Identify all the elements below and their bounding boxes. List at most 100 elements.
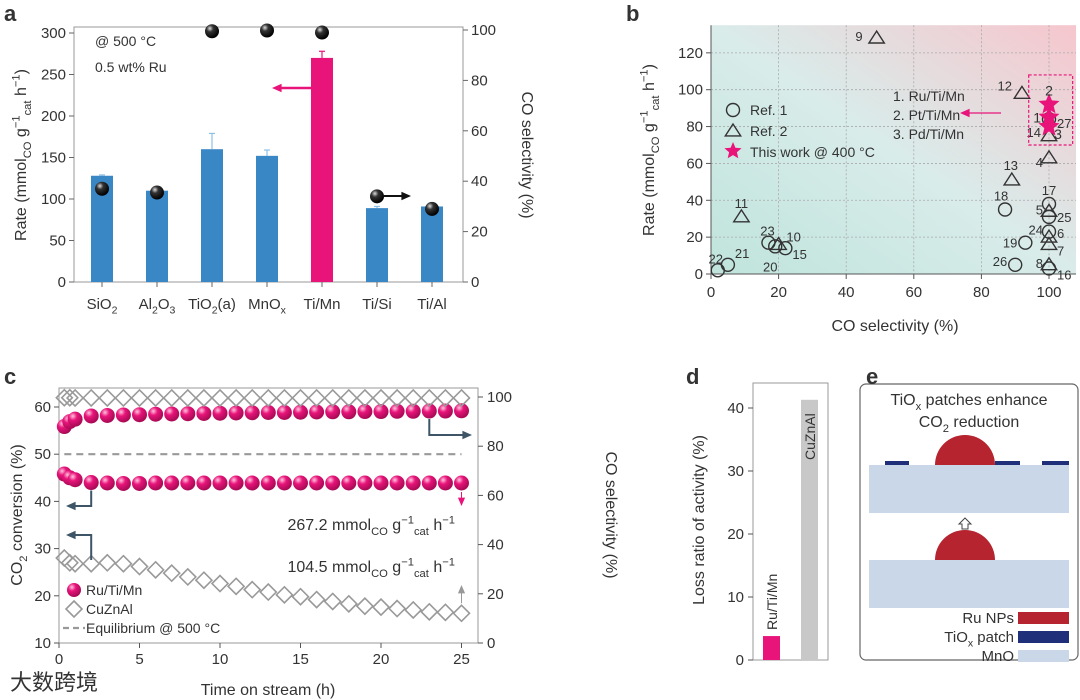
cuznal-selectivity-point bbox=[275, 388, 294, 408]
ruti-mn-selectivity-point bbox=[389, 403, 405, 419]
highlight-box bbox=[1028, 74, 1074, 146]
legend-ruti-mn: Ru/Ti/Mn bbox=[86, 582, 142, 598]
cuznal-selectivity-point bbox=[355, 388, 375, 408]
arrow-head bbox=[462, 430, 472, 440]
watermark: 大数跨境 bbox=[10, 670, 98, 695]
cuznal-conversion-point bbox=[162, 564, 181, 583]
cuznal-selectivity-point bbox=[259, 388, 278, 408]
triangle-marker-ref2 bbox=[1040, 149, 1058, 164]
point-label: 16 bbox=[1057, 267, 1071, 282]
schematic-title-line1: TiOx patches enhance bbox=[890, 392, 1047, 413]
point-label: 5 bbox=[1036, 202, 1043, 217]
panel-letter-e: e bbox=[866, 364, 878, 389]
circle-marker-ref1 bbox=[997, 202, 1013, 217]
cuznal-conversion-point bbox=[404, 600, 423, 620]
cuznal-selectivity-point bbox=[114, 388, 133, 408]
selectivity-point bbox=[150, 185, 164, 200]
triangle-marker-ref2 bbox=[1040, 203, 1058, 217]
ruti-mn-selectivity-point bbox=[132, 407, 147, 423]
legend-ref2: Ref. 2 bbox=[750, 123, 788, 139]
ruti-mn-conversion-point bbox=[341, 475, 357, 491]
y-tick-label: 200 bbox=[41, 108, 66, 125]
cuznal-conversion-point bbox=[355, 597, 375, 616]
x-tick-label: 100 bbox=[1036, 284, 1061, 301]
bar-label-cuznal: CuZnAl bbox=[802, 413, 818, 460]
ruti-mn-selectivity-point bbox=[293, 404, 308, 420]
cuznal-conversion-point bbox=[387, 599, 407, 618]
legend-star-icon bbox=[724, 142, 742, 159]
cuznal-selectivity-point bbox=[452, 388, 471, 408]
circle-marker-ref1 bbox=[768, 239, 783, 254]
point-label: 27 bbox=[1057, 116, 1071, 131]
plot-frame bbox=[58, 387, 479, 644]
ruti-mn-selectivity-point bbox=[228, 405, 244, 421]
ruti-mn-selectivity-point bbox=[148, 406, 164, 422]
circle-marker-ref1 bbox=[720, 257, 736, 272]
y-tick-label: 80 bbox=[686, 119, 703, 136]
ruti-mn-selectivity-point bbox=[454, 403, 469, 419]
point-label: 23 bbox=[760, 224, 774, 239]
cuznal-selectivity-point bbox=[82, 388, 101, 408]
ruti-mn-selectivity-point bbox=[341, 404, 357, 420]
y-tick-label: 0 bbox=[736, 652, 744, 669]
condition-temperature: @ 500 °C bbox=[95, 33, 156, 49]
ruti-mn-conversion-point bbox=[260, 475, 276, 491]
star-label: 2 bbox=[1045, 83, 1053, 99]
x-axis-label: Time on stream (h) bbox=[201, 682, 336, 699]
ruti-mn-conversion-point bbox=[309, 475, 325, 491]
ruti-mn-conversion-point bbox=[357, 475, 373, 491]
x-tick-label: 20 bbox=[770, 284, 787, 301]
selectivity-axis-arrow bbox=[428, 419, 465, 436]
panel-letter-c: c bbox=[4, 364, 16, 389]
mno-support-bottom bbox=[869, 560, 1069, 608]
y-tick-label: 0 bbox=[695, 266, 703, 283]
ruti-mn-conversion-point bbox=[244, 475, 260, 491]
x-tick-label: 25 bbox=[453, 651, 470, 668]
y-tick-label: 20 bbox=[34, 588, 51, 605]
this-work-legend-item: 1. Ru/Ti/Mn bbox=[893, 88, 965, 104]
cuznal-selectivity-point bbox=[404, 388, 423, 408]
y-tick-label: 120 bbox=[678, 45, 703, 62]
y-right-tick-label: 20 bbox=[471, 224, 488, 241]
cuznal-selectivity-point bbox=[210, 388, 230, 408]
cuznal-conversion-point bbox=[436, 603, 455, 622]
panel-c-stability-chart: 0 5 10 15 20 25 10 20 30 40 50 60 0 20 40 60 80 100 267.2 … bbox=[9, 387, 619, 699]
circle-marker-ref1 bbox=[1041, 261, 1057, 276]
y-right-tick-label: 100 bbox=[471, 22, 496, 39]
ruti-mn-conversion-point bbox=[196, 475, 212, 491]
panel-d-loss-ratio-bar-chart: 0 10 20 30 40 Ru/Ti/Mn CuZnAl Loss ratio of act… bbox=[691, 382, 829, 669]
y-axis-label: CO2 conversion (%) bbox=[9, 444, 30, 585]
y-axis-label: Rate (mmolCO g−1cat h−1) bbox=[639, 64, 662, 236]
selectivity-point bbox=[95, 181, 109, 196]
point-label: 12 bbox=[997, 78, 1011, 93]
tiox-patch bbox=[885, 461, 909, 465]
ruti-mn-conversion-point bbox=[228, 475, 244, 491]
cuznal-conversion-point bbox=[259, 582, 278, 602]
cuznal-conversion-point bbox=[291, 587, 310, 606]
legend-circle-icon bbox=[725, 102, 741, 118]
cuznal-selectivity-point bbox=[130, 388, 149, 408]
ruti-mn-selectivity-point bbox=[83, 408, 99, 424]
arrow-head bbox=[66, 530, 76, 540]
point-label: 20 bbox=[763, 259, 777, 274]
panel-letter-d: d bbox=[686, 364, 699, 389]
x-axis-label: CO selectivity (%) bbox=[831, 318, 958, 335]
ruti-mn-conversion-point bbox=[454, 475, 469, 491]
cuznal-conversion-point bbox=[243, 580, 262, 599]
point-label: 10 bbox=[786, 230, 800, 245]
ruti-mn-selectivity-point bbox=[325, 404, 341, 420]
circle-marker-ref1 bbox=[1041, 209, 1057, 225]
this-work-star bbox=[1038, 93, 1060, 114]
point-label: 19 bbox=[1003, 236, 1017, 251]
ruti-mn-conversion-point bbox=[83, 475, 99, 491]
ruti-mn-selectivity-point bbox=[260, 404, 276, 420]
selectivity-point bbox=[315, 25, 329, 40]
y-axis-label: Loss ratio of activity (%) bbox=[691, 435, 708, 605]
cuznal-conversion-point bbox=[146, 560, 165, 579]
ruti-mn-selectivity-point bbox=[373, 404, 389, 420]
y-right-axis-label: CO selectivity (%) bbox=[518, 91, 535, 218]
cuznal-selectivity-point bbox=[178, 388, 197, 408]
cuznal-conversion-point bbox=[130, 557, 149, 576]
cuznal-conversion-point bbox=[452, 604, 471, 623]
cuznal-selectivity-point bbox=[291, 388, 310, 408]
